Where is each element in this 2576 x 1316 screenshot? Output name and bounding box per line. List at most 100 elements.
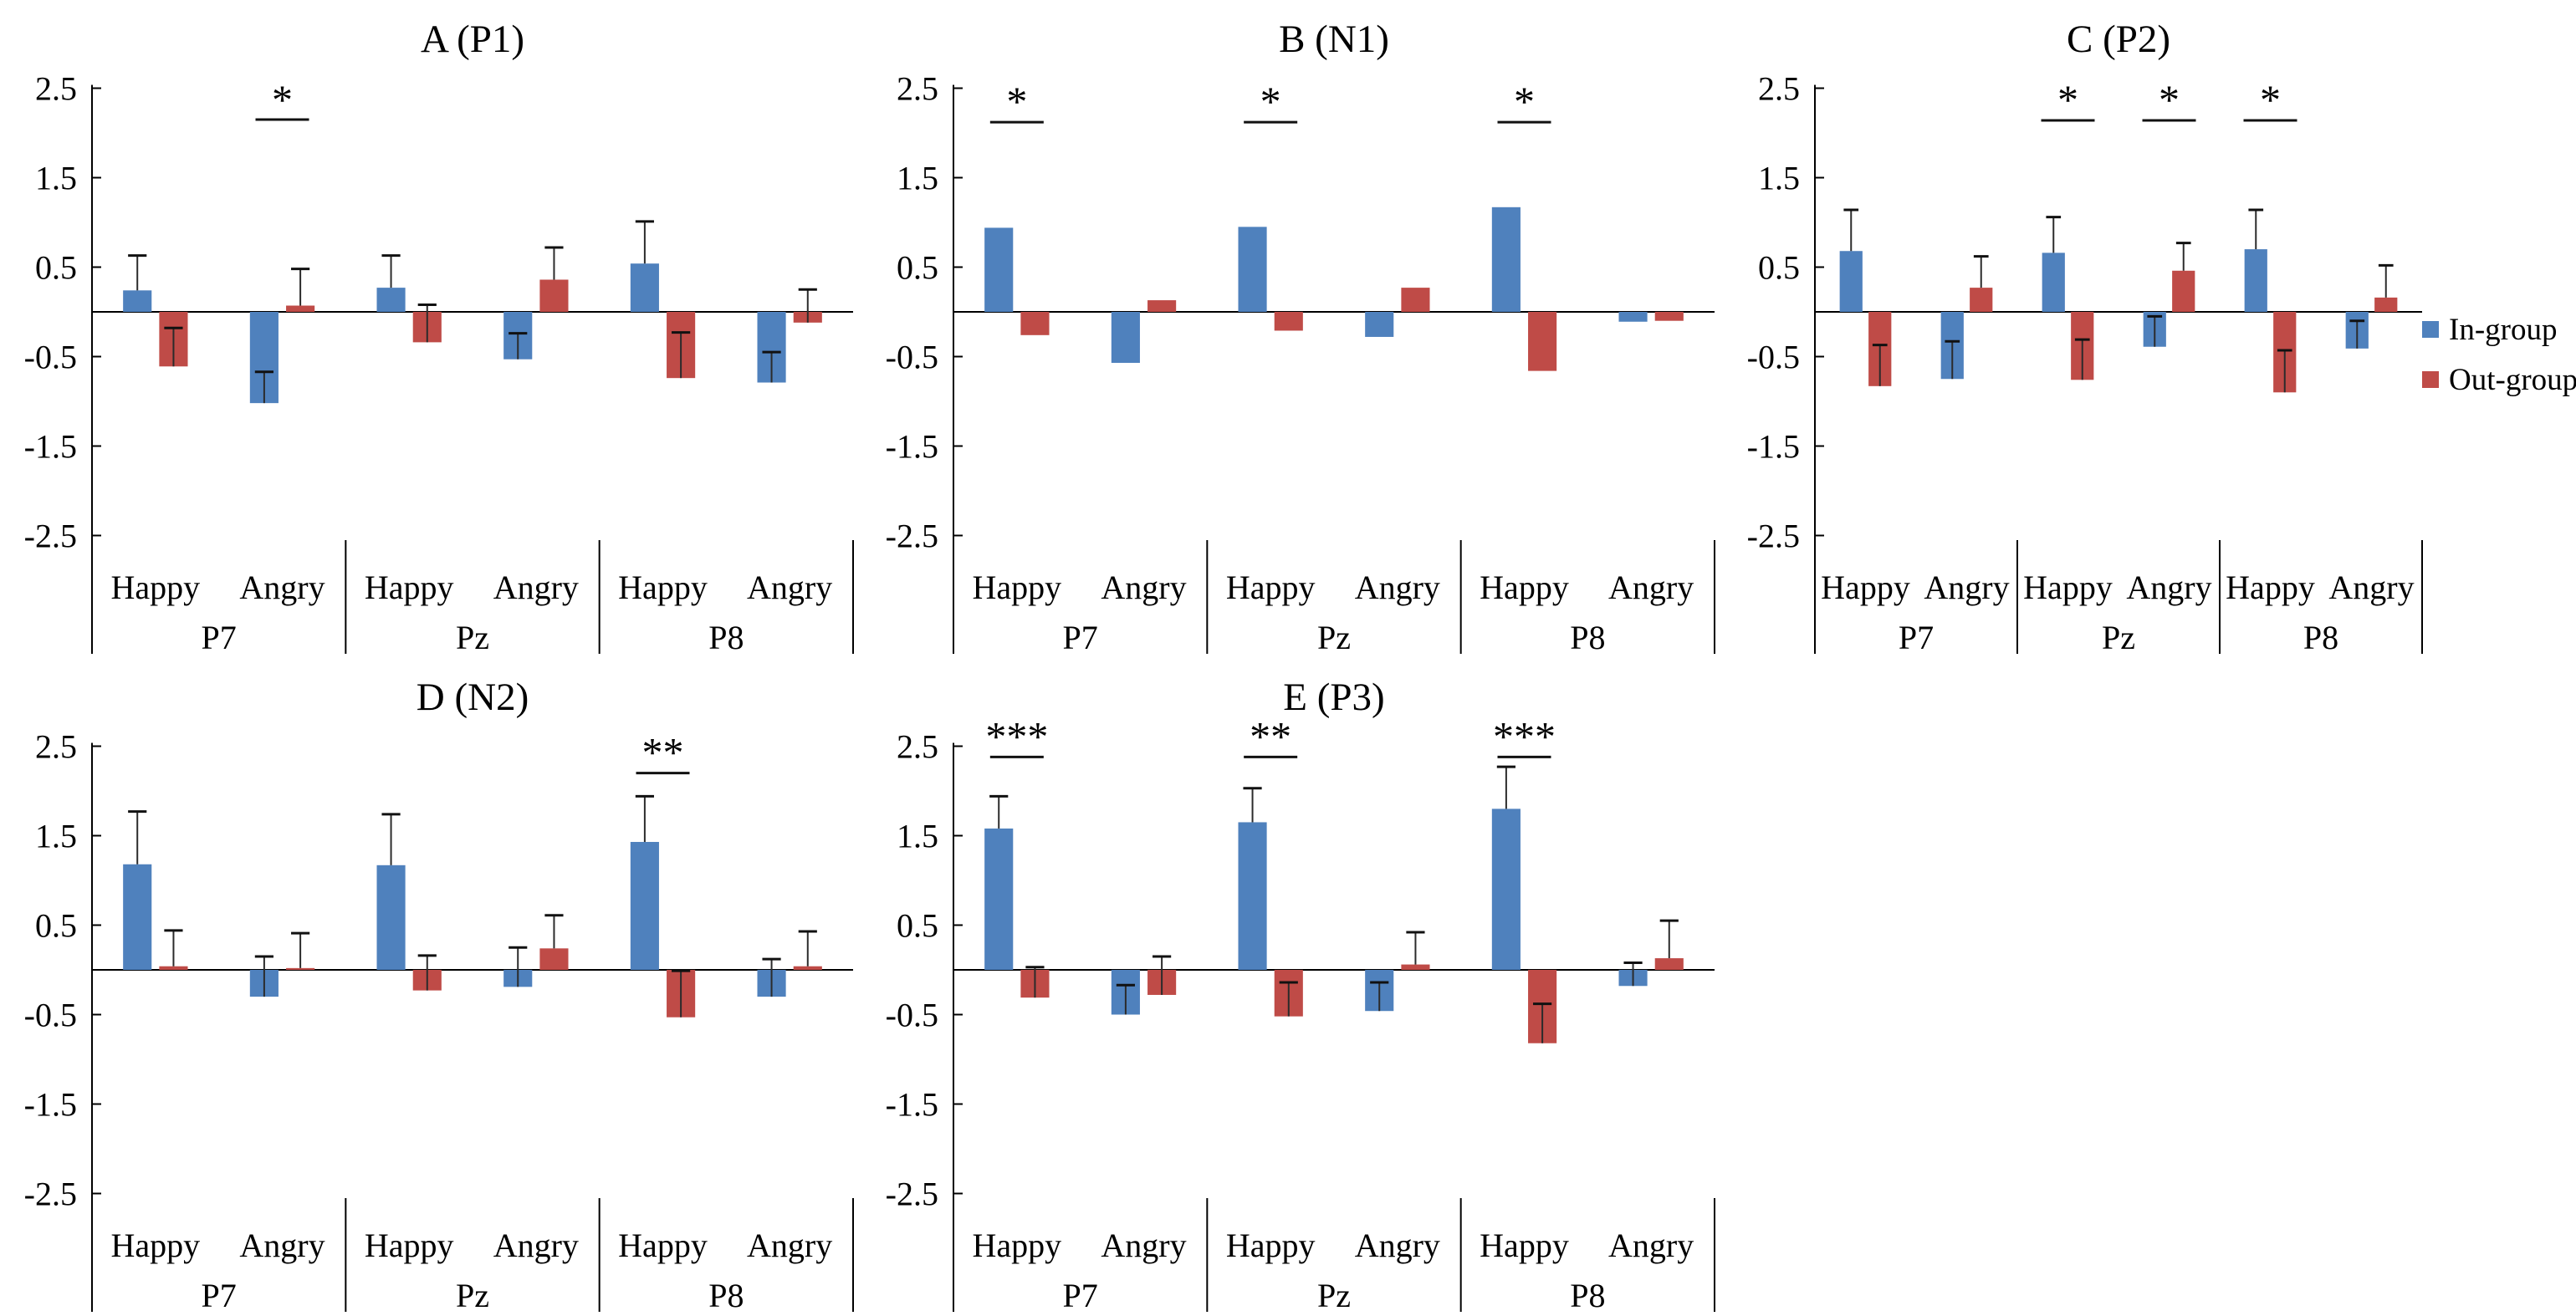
electrode-label: Pz (2102, 619, 2135, 656)
electrode-label: P7 (202, 619, 237, 656)
electrode-label: P7 (1063, 1277, 1098, 1314)
bar-out-group-p7-happy (159, 966, 188, 970)
y-tick-label: 0.5 (897, 249, 938, 287)
y-tick-label: -0.5 (24, 339, 77, 376)
bar-out-group-p7-happy (1020, 312, 1050, 335)
emotion-label: Angry (239, 569, 325, 606)
bar-out-group-pz-angry (1401, 288, 1430, 312)
panel-d-n2: D (N2) 2.5 1.5 0.5 -0.5 -1.5 -2.5 Happy Angry Hap… (0, 658, 861, 1316)
emotion-label: Angry (1608, 1227, 1694, 1264)
legend: In-group Out-group (2422, 311, 2576, 411)
y-tick-label: 1.5 (35, 160, 77, 197)
emotion-label: Angry (2328, 569, 2414, 606)
emotion-label: Happy (2226, 569, 2315, 606)
bar-out-group-p7-angry (286, 967, 315, 970)
panel-b-n1: B (N1) 2.5 1.5 0.5 -0.5 -1.5 -2.5 Happy Angry Hap… (861, 0, 1723, 658)
y-tick-label: 0.5 (1758, 249, 1800, 287)
y-tick-label: -2.5 (24, 1176, 77, 1213)
legend-item-out-group: Out-group (2422, 361, 2576, 398)
panel-e-p3: E (P3) 2.5 1.5 0.5 -0.5 -1.5 -2.5 Happy Angry Hap… (861, 658, 1723, 1316)
significance-marker: * (1514, 78, 1535, 125)
y-tick-label: -0.5 (24, 997, 77, 1034)
bar-in-group-p8-angry (1618, 312, 1648, 322)
y-tick-label: -2.5 (24, 518, 77, 555)
y-tick-label: -1.5 (24, 1086, 77, 1124)
panel-title: C (P2) (2067, 18, 2170, 61)
bar-in-group-pz-happy (376, 288, 406, 312)
emotion-label: Angry (239, 1227, 325, 1264)
electrode-label: P8 (708, 1277, 744, 1314)
emotion-label: Happy (1226, 1227, 1316, 1264)
electrode-label: P7 (202, 1277, 237, 1314)
y-tick-label: 0.5 (897, 907, 938, 945)
emotion-label: Happy (2023, 569, 2113, 606)
chart-D: D (N2) 2.5 1.5 0.5 -0.5 -1.5 -2.5 Happy Angry Hap… (24, 676, 854, 1314)
y-tick-label: -2.5 (886, 518, 938, 555)
emotion-label: Happy (1480, 1227, 1569, 1264)
electrode-label: P7 (1899, 619, 1934, 656)
significance-marker: * (1006, 78, 1027, 125)
significance-marker: * (2159, 76, 2180, 123)
panel-a-p1: A (P1) 2.5 1.5 0.5 -0.5 -1.5 -2.5 Happy Angry Hap… (0, 0, 861, 658)
bar-out-group-p7-angry (1970, 288, 1993, 312)
emotion-label: Angry (1355, 569, 1440, 606)
emotion-label: Happy (111, 1227, 201, 1264)
bar-in-group-p7-angry (1111, 312, 1140, 363)
bar-in-group-p7-happy (1839, 251, 1863, 312)
bar-in-group-pz-happy (2042, 252, 2065, 312)
bar-out-group-p8-angry (793, 966, 822, 970)
bar-out-group-pz-happy (1274, 312, 1303, 331)
emotion-label: Angry (1101, 1227, 1186, 1264)
bar-in-group-pz-happy (376, 865, 406, 970)
chart-C: C (P2) 2.5 1.5 0.5 -0.5 -1.5 -2.5 Happy Angry Hap… (1747, 18, 2423, 656)
bar-in-group-pz-angry (1365, 312, 1394, 337)
emotion-label: Happy (973, 569, 1062, 606)
bar-out-group-p7-angry (1147, 300, 1177, 312)
y-tick-label: -2.5 (886, 1176, 938, 1213)
y-tick-label: 2.5 (35, 728, 77, 766)
panel-title: B (N1) (1279, 18, 1389, 61)
y-tick-label: 1.5 (897, 818, 938, 855)
bar-in-group-p8-happy (1491, 207, 1521, 312)
electrode-label: P8 (1570, 619, 1605, 656)
electrode-label: P8 (1570, 1277, 1605, 1314)
emotion-label: Angry (2126, 569, 2211, 606)
emotion-label: Angry (747, 1227, 832, 1264)
emotion-label: Happy (111, 569, 201, 606)
y-tick-label: -1.5 (1747, 428, 1800, 466)
in-group-swatch-icon (2422, 321, 2439, 338)
panel-title: A (P1) (421, 18, 524, 61)
y-tick-label: 2.5 (35, 70, 77, 108)
electrode-label: P7 (1063, 619, 1098, 656)
bar-in-group-p8-happy (630, 841, 659, 970)
bar-in-group-p7-happy (123, 290, 152, 312)
y-tick-label: -0.5 (886, 997, 938, 1034)
bar-in-group-p7-happy (123, 864, 152, 970)
y-tick-label: -1.5 (886, 428, 938, 466)
bar-in-group-p8-happy (2244, 249, 2267, 312)
bar-in-group-pz-happy (1238, 822, 1267, 970)
y-tick-label: -0.5 (886, 339, 938, 376)
significance-marker: * (272, 76, 293, 123)
electrode-label: Pz (1317, 619, 1351, 656)
y-tick-label: 0.5 (35, 249, 77, 287)
bar-out-group-p8-angry (2374, 297, 2398, 312)
emotion-label: Happy (365, 1227, 454, 1264)
legend-item-in-group: In-group (2422, 311, 2576, 348)
bar-in-group-p8-happy (1491, 808, 1521, 970)
emotion-label: Happy (618, 1227, 708, 1264)
emotion-label: Happy (365, 569, 454, 606)
bar-in-group-p8-happy (630, 263, 659, 312)
y-tick-label: 0.5 (35, 907, 77, 945)
significance-marker: *** (985, 712, 1048, 759)
electrode-label: Pz (456, 619, 489, 656)
chart-A: A (P1) 2.5 1.5 0.5 -0.5 -1.5 -2.5 Happy Angry Hap… (24, 18, 854, 656)
emotion-label: Angry (493, 569, 579, 606)
emotion-label: Angry (1355, 1227, 1440, 1264)
bar-out-group-pz-angry (539, 948, 569, 970)
significance-marker: ** (642, 729, 684, 776)
emotion-label: Happy (973, 1227, 1062, 1264)
emotion-label: Happy (1821, 569, 1910, 606)
bar-out-group-p8-happy (1528, 312, 1557, 371)
